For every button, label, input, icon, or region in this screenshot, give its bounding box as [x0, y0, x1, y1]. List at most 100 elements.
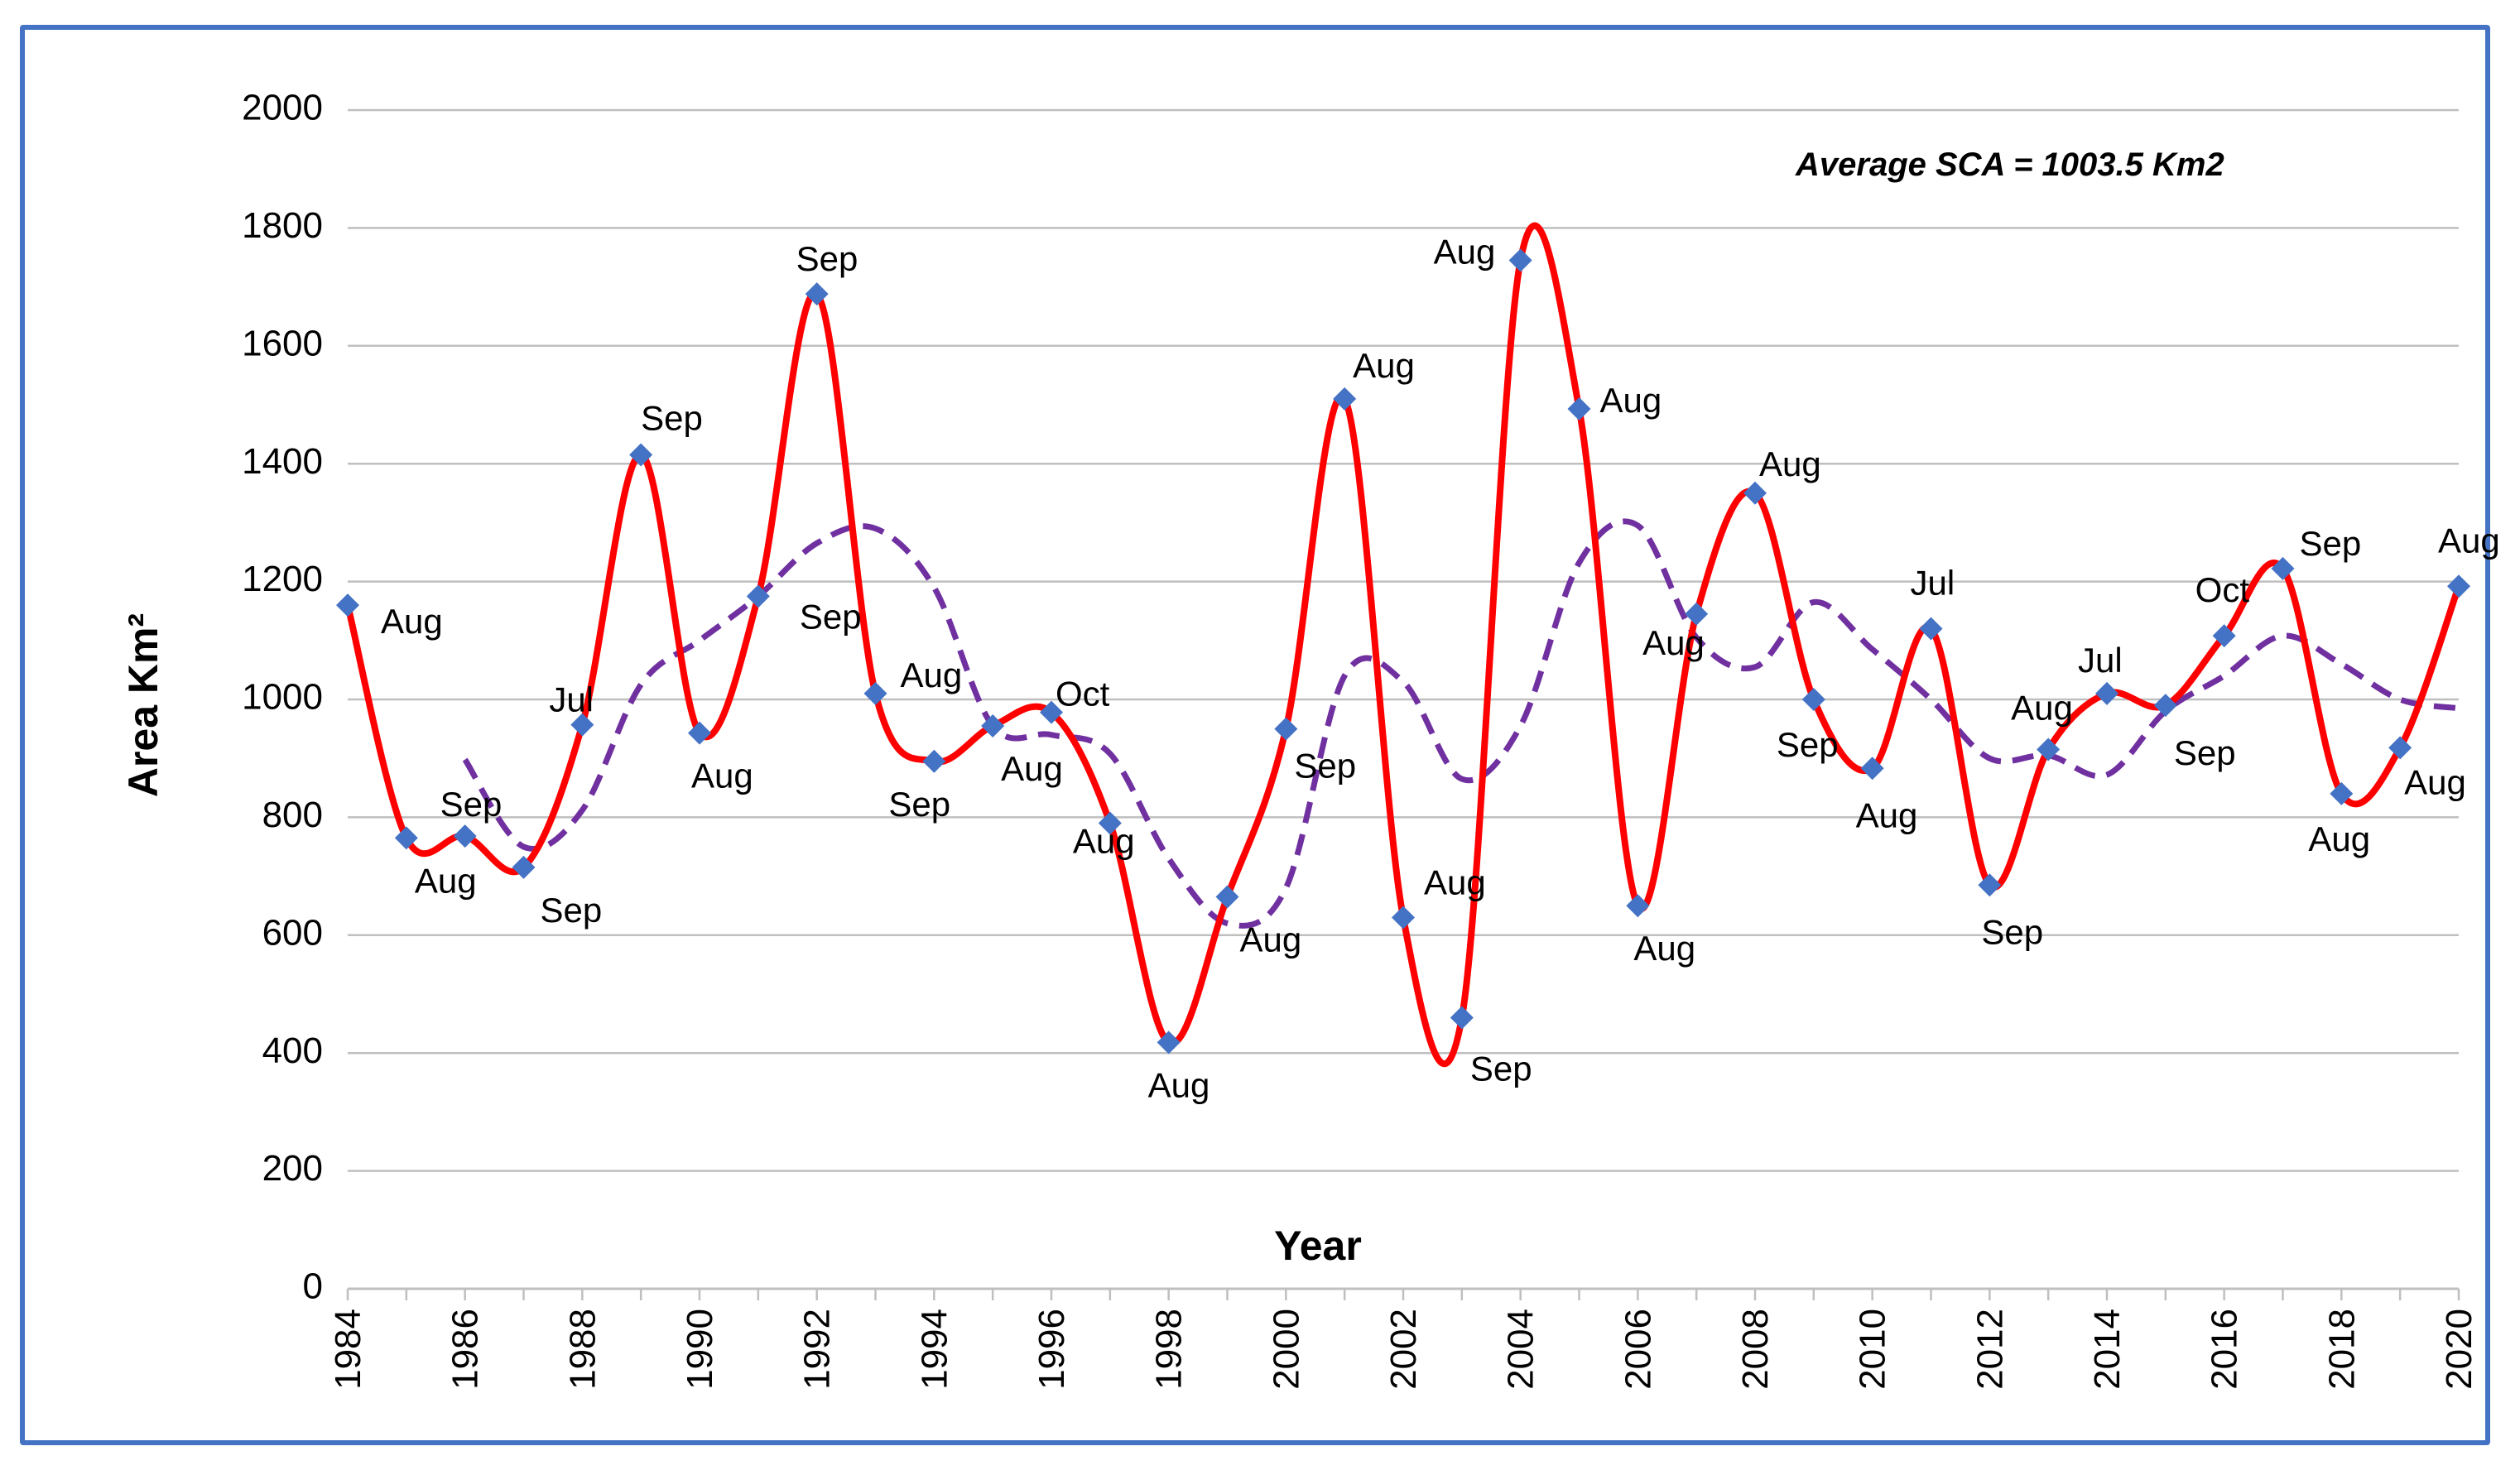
- point-label: Sep: [440, 785, 503, 824]
- point-label: Aug: [1600, 381, 1662, 420]
- point-label: Aug: [1240, 920, 1302, 959]
- y-tick-label: 200: [262, 1148, 323, 1189]
- point-label: Aug: [1856, 795, 1918, 834]
- x-tick-label: 1998: [1149, 1309, 1190, 1390]
- x-tick-label: 2004: [1501, 1309, 1541, 1390]
- data-point-2007: [1685, 602, 1709, 626]
- data-point-2017: [2271, 556, 2295, 580]
- y-axis-title: Area Km²: [120, 613, 166, 797]
- point-label: Sep: [1294, 747, 1356, 786]
- data-point-1989: [629, 443, 653, 467]
- data-point-1997: [1098, 811, 1122, 835]
- x-tick-label: 2014: [2087, 1309, 2128, 1390]
- y-axis-ticks: 0 200 400 600 800 1000 1200 1400 1600 1800 2000: [242, 88, 323, 1307]
- y-tick-label: 400: [262, 1031, 323, 1071]
- y-tick-label: 1600: [242, 323, 323, 363]
- point-label: Aug: [691, 757, 753, 795]
- y-tick-label: 1200: [242, 559, 323, 599]
- x-tick-label: 2012: [1969, 1309, 2010, 1390]
- point-label: Sep: [796, 239, 858, 278]
- point-label: Oct: [2195, 570, 2250, 609]
- point-label: Sep: [2300, 524, 2362, 563]
- data-point-2010: [1860, 757, 1884, 781]
- data-point-2013: [2037, 738, 2061, 762]
- data-point-1987: [512, 855, 536, 879]
- point-label: Aug: [1759, 444, 1821, 483]
- data-point-2000: [1274, 717, 1298, 741]
- x-tick-label: 2020: [2439, 1309, 2479, 1390]
- data-point-2003: [1450, 1006, 1474, 1030]
- point-label: Aug: [1148, 1065, 1210, 1104]
- y-tick-label: 1800: [242, 205, 323, 246]
- x-tick-label: 1994: [914, 1309, 955, 1390]
- data-point-2020: [2447, 574, 2470, 598]
- point-label: Aug: [2308, 819, 2370, 858]
- data-point-1998: [1157, 1031, 1181, 1055]
- data-point-2001: [1333, 387, 1357, 411]
- data-point-1990: [688, 721, 711, 745]
- chart-frame: [20, 25, 2490, 1445]
- x-tick-label: 2008: [1735, 1309, 1776, 1390]
- point-label: Jul: [1911, 564, 1955, 603]
- x-tick-label: 1986: [445, 1309, 486, 1390]
- point-label: Sep: [1981, 912, 2043, 951]
- point-label: Aug: [2011, 689, 2073, 728]
- x-axis-title: Year: [1274, 1223, 1362, 1269]
- point-label: Aug: [1353, 346, 1415, 385]
- data-point-1988: [570, 713, 594, 737]
- data-point-2015: [2153, 694, 2177, 718]
- data-point-2016: [2212, 624, 2236, 648]
- data-point-2005: [1567, 396, 1591, 420]
- average-annotation: Average SCA = 1003.5 Km2: [1795, 147, 2224, 183]
- data-point-2019: [2388, 736, 2412, 760]
- data-point-1984: [336, 593, 359, 617]
- x-tick-label: 2000: [1266, 1309, 1306, 1390]
- data-point-1991: [746, 584, 770, 608]
- data-point-2018: [2330, 781, 2354, 805]
- point-label: Sep: [888, 785, 950, 824]
- month-labels: Aug Aug Sep Sep Jul Sep Aug Sep Sep Aug Sep Aug Oct A…: [381, 233, 2500, 1105]
- data-point-2002: [1392, 906, 1415, 930]
- point-label: Sep: [1777, 725, 1839, 764]
- point-label: Sep: [541, 891, 603, 930]
- data-points: [336, 248, 2470, 1055]
- data-point-1985: [394, 826, 418, 850]
- y-tick-label: 1000: [242, 677, 323, 718]
- x-tick-label: 2018: [2321, 1309, 2362, 1390]
- y-tick-label: 2000: [242, 88, 323, 128]
- data-point-1986: [453, 824, 477, 848]
- x-tick-label: 1996: [1032, 1309, 1072, 1390]
- x-tick-label: 1992: [797, 1309, 838, 1390]
- snow-cover-line: [344, 222, 2462, 1068]
- x-tick-label: 1988: [562, 1309, 603, 1390]
- point-label: Aug: [2438, 521, 2500, 560]
- data-point-2014: [2095, 681, 2118, 705]
- x-tick-label: 2016: [2205, 1309, 2245, 1390]
- point-label: Sep: [800, 597, 862, 636]
- x-tick-label: 2010: [1853, 1309, 1893, 1390]
- point-label: Aug: [2404, 762, 2466, 801]
- point-label: Aug: [1001, 749, 1063, 788]
- data-point-2008: [1743, 481, 1767, 505]
- y-tick-label: 800: [262, 795, 323, 835]
- point-label: Aug: [1424, 862, 1486, 901]
- x-tick-label: 1984: [328, 1309, 368, 1390]
- data-point-2012: [1978, 873, 2002, 897]
- gridlines: [348, 108, 2459, 1172]
- y-tick-label: 0: [303, 1266, 323, 1307]
- y-tick-label: 1400: [242, 441, 323, 482]
- data-point-1995: [981, 714, 1005, 738]
- point-label: Sep: [2174, 733, 2236, 772]
- point-label: Sep: [641, 399, 703, 438]
- data-point-2011: [1919, 617, 1943, 641]
- x-tick-label: 2002: [1383, 1309, 1424, 1390]
- series-layer: [344, 222, 2462, 1068]
- point-label: Aug: [1633, 929, 1695, 968]
- data-point-1999: [1215, 885, 1239, 909]
- y-tick-label: 600: [262, 912, 323, 953]
- data-point-2006: [1626, 894, 1650, 918]
- point-label: Aug: [1434, 233, 1496, 271]
- data-point-2004: [1508, 248, 1532, 272]
- point-label: Aug: [415, 861, 477, 900]
